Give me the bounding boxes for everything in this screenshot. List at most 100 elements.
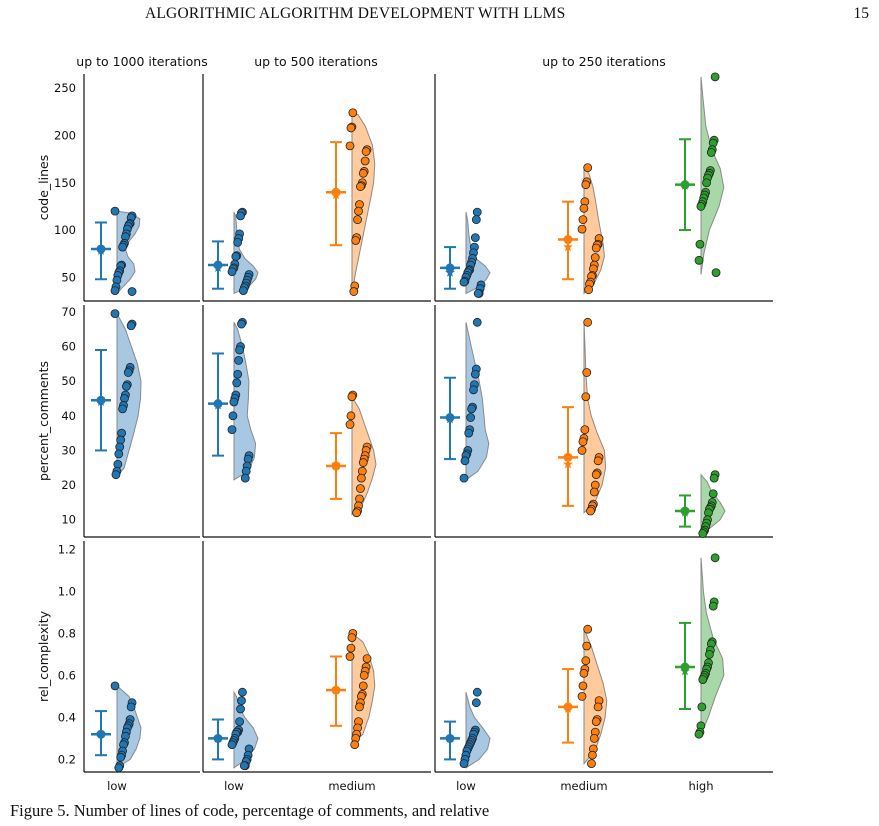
data-point-low <box>127 287 137 296</box>
data-point-medium <box>577 446 587 455</box>
data-point-low <box>237 696 246 705</box>
data-point-medium <box>358 681 368 691</box>
y-tick-label: 0.2 <box>58 752 76 766</box>
data-point-low <box>466 413 476 422</box>
y-tick-label: 20 <box>61 478 76 492</box>
x-tick-label-low: low <box>456 779 476 793</box>
data-point-low <box>110 286 120 295</box>
data-point-low <box>228 411 238 421</box>
data-point-medium <box>593 702 603 712</box>
data-point-high <box>696 202 706 211</box>
data-point-medium <box>577 224 587 234</box>
data-point-high <box>698 675 708 684</box>
data-point-low <box>229 397 239 407</box>
y-tick-label: 0.6 <box>58 668 76 682</box>
data-point-medium <box>580 425 590 435</box>
data-point-low <box>111 470 121 480</box>
column-title-0: up to 1000 iterations <box>76 54 207 69</box>
data-point-low <box>110 681 120 691</box>
mean-marker <box>563 235 573 245</box>
data-point-medium <box>346 411 356 421</box>
data-point-medium <box>589 734 599 743</box>
data-point-medium <box>345 141 355 151</box>
y-tick-label: 60 <box>61 340 76 354</box>
y-tick-label: 50 <box>61 374 76 388</box>
data-point-medium <box>353 215 362 225</box>
x-tick-label-medium: medium <box>560 779 607 793</box>
data-point-medium <box>345 652 355 661</box>
data-point-high <box>695 239 705 249</box>
y-tick-label: 0.4 <box>58 710 76 724</box>
violin-medium <box>583 629 608 765</box>
median-marker <box>331 685 341 695</box>
data-point-low <box>472 207 482 217</box>
data-point-low <box>114 449 124 459</box>
page-header: ALGORITHMIC ALGORITHM DEVELOPMENT WITH L… <box>0 0 879 40</box>
violin-figure: up to 1000 iterations up to 500 iteration… <box>36 54 773 793</box>
data-point-low <box>459 759 469 768</box>
data-point-low <box>234 356 244 365</box>
data-point-low <box>126 321 136 331</box>
data-point-medium <box>587 759 596 768</box>
data-point-low <box>470 233 480 243</box>
data-point-medium <box>345 420 355 429</box>
data-point-medium <box>346 123 356 133</box>
data-point-high <box>705 650 714 659</box>
median-marker <box>96 397 106 406</box>
data-point-medium <box>588 750 597 760</box>
data-point-low <box>116 752 126 762</box>
data-point-medium <box>362 654 372 663</box>
y-tick-label: 0.8 <box>58 626 76 640</box>
data-point-medium <box>586 506 595 516</box>
data-point-low <box>227 267 237 277</box>
data-point-low <box>464 428 474 438</box>
data-point-low <box>470 369 480 379</box>
data-point-medium <box>348 108 358 118</box>
x-tick-label-low: low <box>224 779 244 793</box>
data-point-medium <box>358 168 368 178</box>
median-marker <box>563 704 573 713</box>
data-point-medium <box>346 643 356 653</box>
data-point-low <box>121 381 131 391</box>
median-marker <box>96 729 106 739</box>
data-point-medium <box>578 681 588 691</box>
data-point-low <box>235 345 244 355</box>
y-tick-label: 40 <box>61 409 76 423</box>
data-point-low <box>236 211 245 221</box>
y-tick-label: 10 <box>61 513 76 527</box>
data-point-medium <box>591 243 601 253</box>
data-point-low <box>114 763 124 773</box>
data-point-medium <box>361 147 371 156</box>
data-point-high <box>708 601 718 611</box>
x-tick-label-low: low <box>107 779 127 793</box>
median-marker <box>213 733 223 743</box>
y-tick-label: 200 <box>54 128 76 142</box>
data-point-high <box>698 529 708 538</box>
data-point-low <box>238 687 247 697</box>
data-point-low <box>471 698 481 708</box>
violin-low <box>465 322 490 481</box>
data-point-medium <box>358 458 368 467</box>
data-point-low <box>238 286 248 295</box>
y-axis-label: percent_comments <box>36 361 51 481</box>
column-title-1: up to 500 iterations <box>254 54 378 69</box>
data-point-medium <box>581 180 591 190</box>
data-point-high <box>708 489 718 499</box>
data-point-medium <box>579 203 589 213</box>
data-point-low <box>473 289 483 298</box>
data-point-medium <box>590 253 600 262</box>
data-point-medium <box>347 633 357 642</box>
median-marker <box>680 180 690 190</box>
y-tick-label: 1.0 <box>58 584 76 598</box>
median-marker <box>331 190 341 200</box>
y-tick-label: 150 <box>54 176 76 190</box>
data-point-medium <box>583 163 593 173</box>
data-point-medium <box>583 624 593 634</box>
median-marker <box>213 400 223 410</box>
data-point-low <box>237 319 246 329</box>
median-marker <box>445 414 455 424</box>
data-point-low <box>471 215 481 225</box>
data-point-medium <box>582 641 592 651</box>
data-point-medium <box>581 392 591 402</box>
data-point-low <box>459 277 469 287</box>
